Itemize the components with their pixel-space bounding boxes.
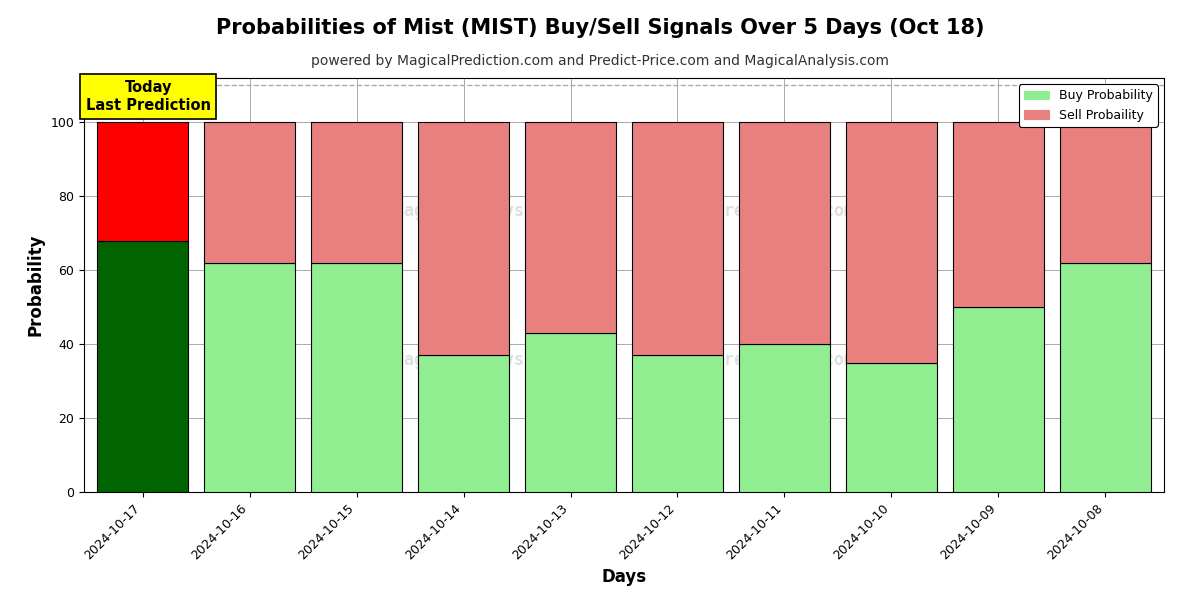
Bar: [953, 307, 1044, 492]
Bar: [846, 362, 937, 492]
Text: Probabilities of Mist (MIST) Buy/Sell Signals Over 5 Days (Oct 18): Probabilities of Mist (MIST) Buy/Sell Si…: [216, 18, 984, 38]
Bar: [311, 122, 402, 263]
X-axis label: Days: Days: [601, 568, 647, 586]
Bar: [1060, 122, 1151, 263]
Bar: [632, 122, 722, 355]
Bar: [97, 241, 188, 492]
Bar: [418, 355, 509, 492]
Bar: [1060, 263, 1151, 492]
Bar: [204, 122, 295, 263]
Bar: [97, 122, 188, 241]
Text: powered by MagicalPrediction.com and Predict-Price.com and MagicalAnalysis.com: powered by MagicalPrediction.com and Pre…: [311, 54, 889, 68]
Bar: [739, 122, 830, 344]
Bar: [632, 355, 722, 492]
Bar: [418, 122, 509, 355]
Legend: Buy Probability, Sell Probaility: Buy Probability, Sell Probaility: [1019, 84, 1158, 127]
Bar: [739, 344, 830, 492]
Text: MagicalAnalysis.com      MagicalPrediction.com: MagicalAnalysis.com MagicalPrediction.co…: [374, 201, 874, 220]
Bar: [526, 333, 616, 492]
Bar: [204, 263, 295, 492]
Text: Today
Last Prediction: Today Last Prediction: [85, 80, 211, 113]
Bar: [846, 122, 937, 362]
Bar: [526, 122, 616, 333]
Bar: [311, 263, 402, 492]
Text: MagicalAnalysis.com      MagicalPrediction.com: MagicalAnalysis.com MagicalPrediction.co…: [374, 350, 874, 369]
Y-axis label: Probability: Probability: [26, 234, 44, 336]
Bar: [953, 122, 1044, 307]
